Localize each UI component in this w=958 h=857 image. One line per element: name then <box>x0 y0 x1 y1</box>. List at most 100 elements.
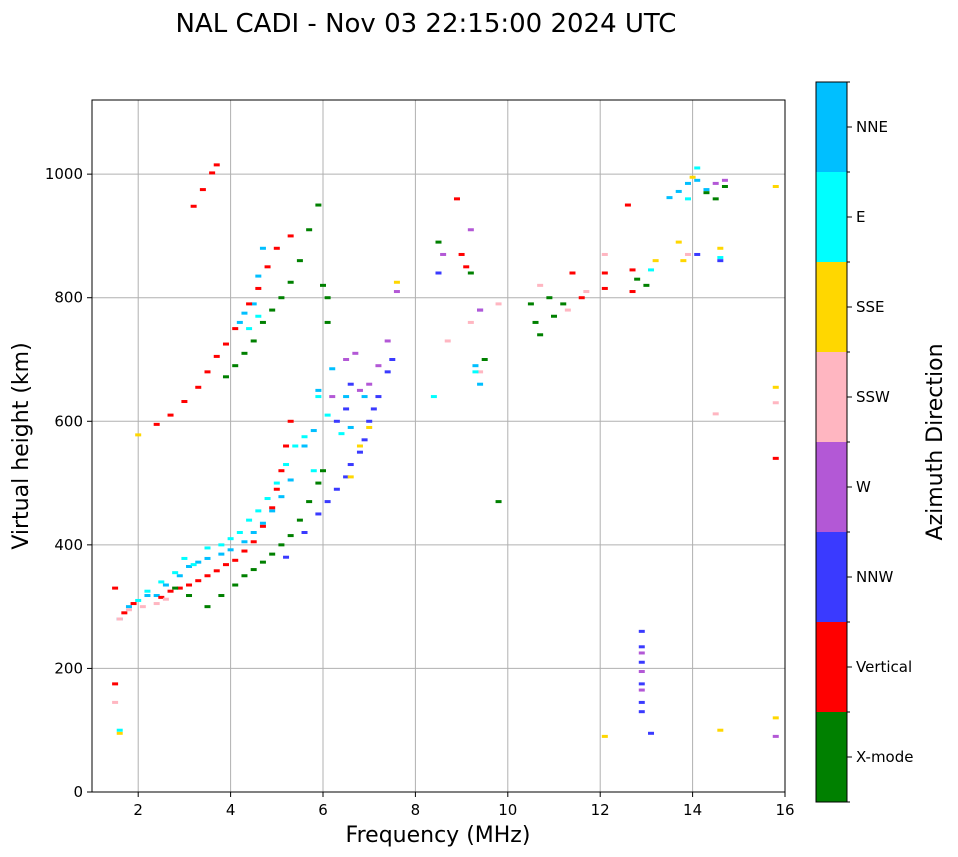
x-tick-label: 14 <box>683 801 702 819</box>
echo-point-xmode <box>435 240 442 244</box>
echo-point-vertical <box>246 302 253 306</box>
echo-point-vertical <box>255 286 262 290</box>
colorbar-segment <box>816 82 847 172</box>
echo-point-xmode <box>306 500 313 504</box>
echo-point-xmode <box>634 277 641 281</box>
echo-point-e <box>717 256 724 260</box>
echo-point-vertical <box>158 595 165 599</box>
echo-point-e <box>324 413 331 417</box>
echo-point-e <box>264 497 271 501</box>
y-tick-label: 800 <box>54 289 83 307</box>
echo-point-xmode <box>278 296 285 300</box>
echo-point-nne <box>125 605 132 609</box>
echo-point-sse <box>772 185 779 188</box>
echo-point-ssw <box>125 608 132 612</box>
y-axis-label: Virtual height (km) <box>9 342 34 549</box>
echo-point-xmode <box>287 534 294 538</box>
echo-point-xmode <box>467 271 474 275</box>
echo-point-xmode <box>278 543 285 547</box>
echo-point-xmode <box>287 280 294 284</box>
echo-point-e <box>236 531 243 534</box>
echo-point-ssw <box>537 283 544 287</box>
echo-point-xmode <box>721 185 728 188</box>
echo-point-nne <box>236 320 243 324</box>
echo-point-xmode <box>551 314 557 318</box>
echo-point-ssw <box>112 700 119 704</box>
x-tick-label: 6 <box>318 801 328 819</box>
echo-point-vertical <box>624 203 631 207</box>
echo-point-nne <box>255 274 262 278</box>
echo-point-nnw <box>283 555 290 559</box>
echo-point-e <box>255 509 262 513</box>
echo-point-nnw <box>356 450 363 454</box>
echo-point-xmode <box>250 568 257 572</box>
echo-point-ssw <box>153 602 160 606</box>
echo-point-xmode <box>324 296 331 300</box>
echo-point-nne <box>684 181 691 185</box>
echo-point-xmode <box>320 469 326 473</box>
echo-point-e <box>283 463 290 467</box>
echo-point-xmode <box>712 197 719 201</box>
echo-point-vertical <box>264 265 271 269</box>
echo-point-nne <box>310 429 317 433</box>
echo-point-nnw <box>301 531 308 534</box>
echo-point-vertical <box>601 286 608 290</box>
echo-point-nne <box>259 246 266 250</box>
echo-point-vertical <box>112 586 119 590</box>
echo-point-vertical <box>181 400 188 404</box>
echo-point-vertical <box>176 586 183 590</box>
echo-point-xmode <box>532 320 539 324</box>
plot-frame <box>91 99 786 793</box>
echo-point-vertical <box>569 271 576 275</box>
echo-point-e <box>181 556 188 560</box>
echo-point-vertical <box>222 342 229 346</box>
echo-point-e <box>273 481 280 485</box>
echo-point-w <box>638 670 645 674</box>
echo-point-e <box>204 546 211 550</box>
echo-point-xmode <box>241 351 248 355</box>
echo-point-xmode <box>241 574 248 578</box>
echo-point-e <box>246 518 253 522</box>
echo-point-vertical <box>190 204 197 208</box>
echo-point-vertical <box>153 422 160 426</box>
colorbar-label: X-mode <box>856 748 913 766</box>
axis-ticks: 2 4 6 8 10 12 14 16 0 200 400 600 800 1000 <box>45 165 795 819</box>
colorbar-segment <box>816 622 847 712</box>
echo-point-vertical <box>112 682 119 686</box>
echo-point-ssw <box>444 339 451 343</box>
echo-point-sse <box>689 175 696 179</box>
y-tick-label: 400 <box>54 536 83 554</box>
echo-point-nnw <box>370 407 377 411</box>
echo-point-e <box>472 370 479 374</box>
echo-point-nnw <box>333 487 340 491</box>
data-points <box>112 163 779 738</box>
echo-point-w <box>329 395 336 399</box>
echo-point-e <box>135 598 142 602</box>
echo-point-e <box>172 571 179 575</box>
echo-point-nnw <box>717 259 724 263</box>
colorbar-segment <box>816 532 847 622</box>
echo-point-vertical <box>213 163 220 167</box>
echo-point-sse <box>601 734 608 738</box>
colorbar-segment <box>816 352 847 442</box>
echo-point-nne <box>250 302 257 306</box>
echo-point-nne <box>195 560 202 564</box>
echo-point-nnw <box>324 500 331 504</box>
echo-point-e <box>315 395 322 399</box>
echo-point-vertical <box>278 469 285 473</box>
echo-point-w <box>366 382 373 386</box>
x-axis-label: Frequency (MHz) <box>346 823 531 848</box>
grid-layer <box>92 100 786 793</box>
colorbar-frame <box>815 81 848 803</box>
echo-point-e <box>158 580 165 584</box>
echo-point-vertical <box>578 296 585 300</box>
x-tick-label: 4 <box>226 801 236 819</box>
echo-point-e <box>648 268 655 272</box>
echo-point-xmode <box>222 375 229 379</box>
echo-point-nne <box>675 189 682 193</box>
echo-point-sse <box>772 385 779 389</box>
echo-point-nnw <box>361 438 368 442</box>
echo-point-xmode <box>315 481 322 485</box>
echo-point-nnw <box>638 660 645 664</box>
echo-point-nnw <box>694 252 701 256</box>
